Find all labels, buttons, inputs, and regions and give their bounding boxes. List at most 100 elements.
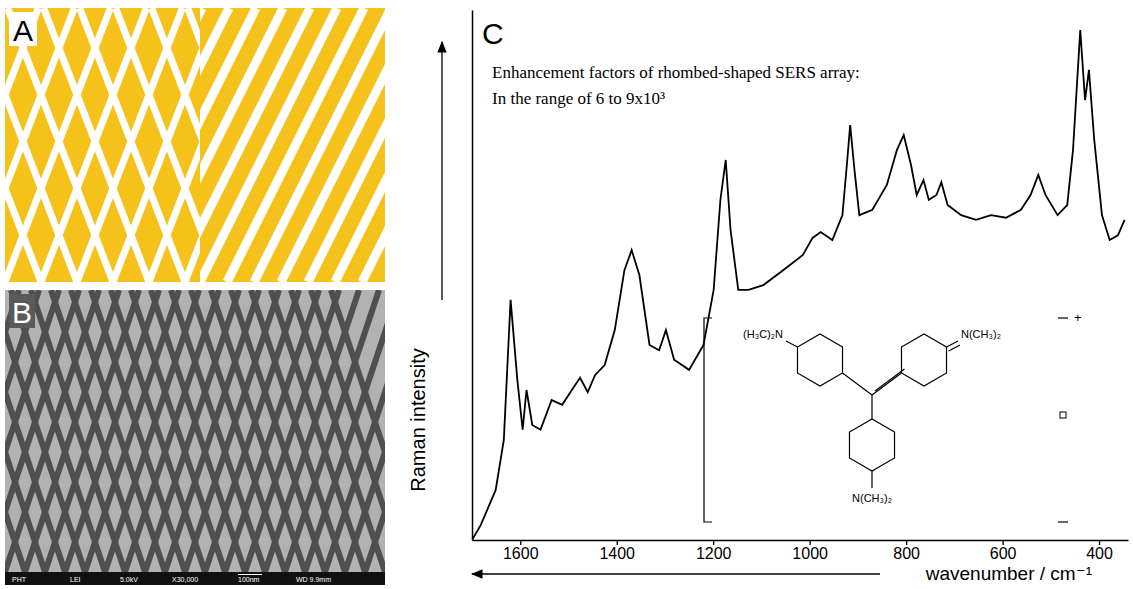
sem-gap <box>111 290 205 572</box>
scale-bar <box>238 574 262 575</box>
ring <box>901 334 946 386</box>
ring <box>797 334 842 386</box>
sem-gap <box>211 290 305 572</box>
y-arrow <box>441 42 442 300</box>
x-tick-label: 1200 <box>696 545 732 562</box>
x-tick-mark <box>809 540 810 545</box>
group-label: (H₃C)₂N <box>743 328 783 340</box>
panel-label: C <box>482 17 504 50</box>
sem-info-bar <box>5 572 385 585</box>
y-axis-title: Raman intensity <box>407 348 429 491</box>
x-tick-mark <box>520 540 521 545</box>
x-tick-mark <box>713 540 714 545</box>
x-tick-mark <box>906 540 907 545</box>
double-bond <box>875 369 904 391</box>
sem-gap <box>191 290 285 572</box>
x-arrow <box>472 573 880 574</box>
lattice-gap <box>149 8 200 282</box>
bond <box>871 395 872 419</box>
counter-ion <box>1060 412 1066 418</box>
sem-gap <box>131 290 225 572</box>
x-tick: 800 <box>893 540 920 562</box>
figure: A PHT LEI 5.0kV X30,000 100nm WD 9.9mm B 1600 140… <box>0 0 1133 589</box>
group-label: N(CH₃)₂ <box>852 492 892 504</box>
sem-gap <box>71 290 165 572</box>
sem-info: WD 9.9mm <box>296 576 331 583</box>
y-axis <box>472 11 473 541</box>
double-bond <box>949 345 960 351</box>
y-axis-line <box>472 11 474 541</box>
x-tick-mark <box>617 540 618 545</box>
x-tick: 1000 <box>792 540 828 562</box>
lattice-gap <box>152 8 200 282</box>
molecule-inset: (H₃C)₂N N(CH₃)₂ N(CH₃)₂ + <box>704 310 1082 522</box>
x-tick-label: 400 <box>1086 545 1113 562</box>
x-tick: 400 <box>1086 540 1113 562</box>
lattice-gap <box>116 8 200 282</box>
label-patch <box>9 12 37 46</box>
sem-info: PHT <box>12 576 27 583</box>
lattice-gap <box>185 8 200 282</box>
bracket <box>704 318 712 522</box>
bracket <box>1058 521 1068 522</box>
x-tick-mark <box>1002 540 1003 545</box>
x-tick: 1200 <box>696 540 732 562</box>
charge: + <box>1074 310 1082 325</box>
annotation: In the range of 6 to 9x10³ <box>492 89 665 108</box>
sem-gap <box>251 290 345 572</box>
stripe-gap <box>227 8 364 282</box>
ring <box>849 419 894 471</box>
stripe-gap <box>200 8 337 282</box>
sem-gap <box>271 290 365 572</box>
sem-info: 100nm <box>238 576 260 583</box>
stripe-gap <box>200 8 202 282</box>
sem-info: LEI <box>70 576 81 583</box>
bond <box>871 471 872 488</box>
x-tick-mark <box>1099 540 1100 545</box>
x-tick-label: 800 <box>893 545 920 562</box>
x-axis-line <box>473 540 1129 542</box>
lattice-gap <box>113 8 200 282</box>
panel-label: A <box>13 14 33 47</box>
sem-image <box>5 290 385 572</box>
rhomb-lattice <box>5 8 200 282</box>
bracket <box>1058 317 1068 318</box>
plot-area <box>472 30 1125 540</box>
x-axis: 1600 1400 1200 1000 800 600 400 <box>473 540 1129 562</box>
sem-gap <box>291 290 385 572</box>
bond <box>947 341 958 347</box>
x-axis-title: wavenumber / cm⁻¹ <box>925 563 1092 584</box>
sem-gap <box>11 290 105 572</box>
sem-gap <box>151 290 245 572</box>
stripe-gap <box>308 8 385 282</box>
x-tick-label: 1000 <box>792 545 828 562</box>
sem-gap <box>231 290 325 572</box>
sem-gap <box>31 290 125 572</box>
label-patch <box>9 294 35 328</box>
sem-gap <box>331 290 385 572</box>
spectrum-line <box>472 30 1125 540</box>
x-tick: 600 <box>990 540 1017 562</box>
sem-gap <box>51 290 145 572</box>
stripe-gap <box>335 8 385 282</box>
sem-gap <box>91 290 185 572</box>
x-tick-label: 1400 <box>599 545 635 562</box>
bond <box>786 341 797 347</box>
group-label: N(CH₃)₂ <box>961 328 1001 340</box>
x-tick-label: 600 <box>990 545 1017 562</box>
sem-info: 5.0kV <box>120 576 138 583</box>
x-tick-label: 1600 <box>503 545 539 562</box>
sem-gap <box>171 290 265 572</box>
stripe-gap <box>362 8 385 282</box>
annotation: Enhancement factors of rhombed-shaped SE… <box>492 63 860 82</box>
stripe-array <box>200 8 385 282</box>
sem-info: X30,000 <box>172 576 198 583</box>
lattice-gap <box>188 8 200 282</box>
x-tick: 1600 <box>503 540 539 562</box>
lattice-gap <box>5 8 77 282</box>
stripe-gap <box>254 8 385 282</box>
panel-label: B <box>12 296 32 329</box>
bond <box>872 373 901 395</box>
bond <box>843 373 872 395</box>
x-tick: 1400 <box>599 540 635 562</box>
